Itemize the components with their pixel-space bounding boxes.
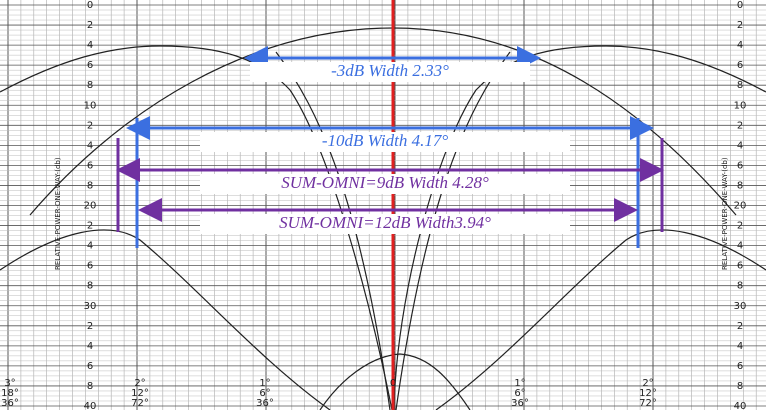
y-tick-label: 4 xyxy=(737,140,743,151)
y-tick-label: 2 xyxy=(737,120,743,131)
y-tick-label: 4 xyxy=(87,40,93,51)
y-tick-label: 6 xyxy=(737,60,743,71)
y-tick-label: 6 xyxy=(737,160,743,171)
y-tick-label: 8 xyxy=(737,281,743,292)
y-tick-label: 6 xyxy=(87,60,93,71)
y-tick-label: 8 xyxy=(87,80,93,91)
x-tick-label: 2° xyxy=(642,378,653,389)
x-tick-label: 1° xyxy=(514,378,525,389)
x-tick-label: 72° xyxy=(639,398,657,409)
x-tick-label: 6° xyxy=(259,388,270,399)
y-tick-label: 8 xyxy=(737,180,743,191)
y-tick-label: 10 xyxy=(734,100,747,111)
y-tick-label: 8 xyxy=(87,381,93,392)
y-tick-label: 6 xyxy=(737,261,743,272)
y-tick-label: 2 xyxy=(87,221,93,232)
x-tick-label: 36° xyxy=(256,398,274,409)
y-tick-label: 30 xyxy=(84,301,97,312)
y-tick-label: 2 xyxy=(737,221,743,232)
x-tick-label: 36° xyxy=(511,398,529,409)
y-tick-label: 6 xyxy=(737,361,743,372)
y-tick-label: 40 xyxy=(84,401,97,410)
y-tick-label: 6 xyxy=(87,361,93,372)
x-tick-label: 2° xyxy=(134,378,145,389)
curve xyxy=(435,229,766,410)
y-tick-label: 10 xyxy=(84,100,97,111)
x-tick-label: 36° xyxy=(1,398,19,409)
annotation: -3dB Width 2.33° xyxy=(331,61,449,80)
label-box xyxy=(250,62,530,82)
y-tick-label: 2 xyxy=(737,321,743,332)
label-box xyxy=(200,214,570,234)
annotation: SUM-OMNI=12dB Width3.94° xyxy=(279,213,491,232)
curve xyxy=(0,229,331,410)
curve xyxy=(319,353,471,410)
y-tick-label: 6 xyxy=(87,261,93,272)
y-tick-label: 0 xyxy=(87,0,93,11)
y-tick-label: 8 xyxy=(737,381,743,392)
y-tick-label: 30 xyxy=(734,301,747,312)
x-tick-label: 12° xyxy=(131,388,149,399)
annotation: SUM-OMNI=9dB Width 4.28° xyxy=(281,173,489,192)
x-tick-label: 1° xyxy=(259,378,270,389)
y-tick-label: 2 xyxy=(737,20,743,31)
y-tick-label: 4 xyxy=(87,341,93,352)
x-tick-label: 72° xyxy=(131,398,149,409)
y-tick-label: 4 xyxy=(87,140,93,151)
y-tick-label: 0 xyxy=(737,0,743,11)
x-tick-label: 6° xyxy=(514,388,525,399)
y-tick-label: 40 xyxy=(734,401,747,410)
x-tick-label: 3° xyxy=(4,378,15,389)
label-box xyxy=(200,132,570,152)
y-tick-label: 4 xyxy=(737,241,743,252)
y-tick-label: 4 xyxy=(87,241,93,252)
axis-title: RELATIVE-POWER-ONE-WAY-(db) xyxy=(54,157,62,270)
x-tick-label: 0 xyxy=(390,378,396,389)
y-tick-label: 8 xyxy=(87,180,93,191)
x-tick-label: 12° xyxy=(639,388,657,399)
y-tick-label: 2 xyxy=(87,321,93,332)
width-markers xyxy=(116,46,664,248)
y-tick-label: 8 xyxy=(87,281,93,292)
label-box xyxy=(200,174,570,194)
x-tick-label: 18° xyxy=(1,388,19,399)
y-tick-label: 20 xyxy=(84,201,97,212)
y-tick-label: 6 xyxy=(87,160,93,171)
y-tick-label: 4 xyxy=(737,341,743,352)
y-tick-label: 2 xyxy=(87,120,93,131)
y-tick-label: 8 xyxy=(737,80,743,91)
y-tick-label: 2 xyxy=(87,20,93,31)
y-tick-label: 4 xyxy=(737,40,743,51)
axis-title: RELATIVE-POWER-ONE-WAY-(db) xyxy=(721,157,729,270)
annotation: -10dB Width 4.17° xyxy=(322,131,448,150)
y-tick-label: 20 xyxy=(734,201,747,212)
